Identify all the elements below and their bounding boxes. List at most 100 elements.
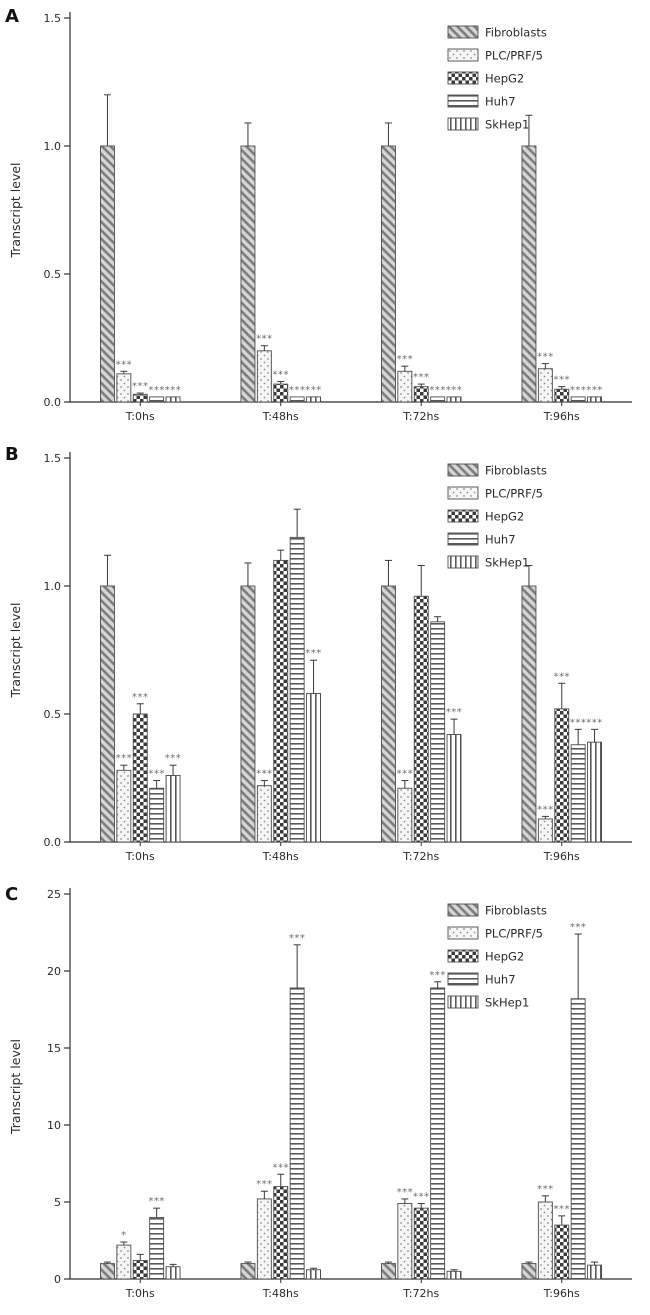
bar-checker-T:96hs	[554, 1224, 570, 1280]
y-tick-label: 1.5	[44, 12, 62, 25]
bar-hatch-T:72hs	[381, 585, 396, 843]
x-tick-label: T:96hs	[543, 410, 580, 423]
significance-stars: ***	[397, 769, 414, 780]
significance-stars: ***	[586, 717, 603, 728]
bar-hatch-T:0hs	[99, 145, 115, 403]
x-tick-label: T:48hs	[262, 1287, 299, 1300]
y-tick-label: 0.5	[44, 268, 62, 281]
bar-vlines-T:72hs	[446, 1270, 462, 1280]
bar-dots-T:96hs	[537, 368, 553, 403]
bar-hatch-T:96hs	[521, 1263, 537, 1280]
significance-stars: ***	[273, 1162, 290, 1173]
significance-stars: ***	[413, 1192, 430, 1203]
significance-stars: ***	[446, 707, 463, 718]
legend-swatch-checker	[447, 71, 479, 85]
significance-stars: ***	[256, 334, 273, 345]
x-tick-label: T:96hs	[543, 1287, 580, 1300]
significance-stars: ***	[289, 385, 306, 396]
bar-vlines-T:72hs	[446, 396, 462, 403]
y-tick-label: 5	[54, 1196, 61, 1209]
significance-stars: ***	[148, 1196, 165, 1207]
x-tick-label: T:0hs	[125, 1287, 155, 1300]
bar-hatch-T:0hs	[99, 585, 115, 843]
legend-swatch-dots	[447, 486, 479, 500]
y-axis-title: Transcript level	[8, 1039, 23, 1135]
bar-dots-T:72hs	[397, 370, 413, 403]
bar-vlines-T:96hs	[587, 396, 602, 403]
bar-hlines-T:0hs	[149, 787, 165, 843]
legend-swatch-dots	[447, 48, 479, 62]
legend-label: PLC/PRF/5	[485, 487, 543, 501]
bar-checker-T:72hs	[413, 1207, 429, 1280]
significance-stars: ***	[397, 354, 414, 365]
bar-dots-T:72hs	[397, 1203, 413, 1280]
legend-label: Fibroblasts	[485, 904, 547, 918]
y-tick-label: 25	[47, 888, 61, 901]
bar-hatch-T:48hs	[240, 145, 256, 403]
legend-label: PLC/PRF/5	[485, 49, 543, 63]
bar-hatch-T:0hs	[99, 1263, 115, 1280]
legend-label: Huh7	[485, 973, 516, 987]
legend-swatch-dots	[447, 926, 479, 940]
bar-dots-T:0hs	[116, 769, 132, 843]
bar-vlines-T:48hs	[306, 396, 321, 403]
bar-dots-T:96hs	[537, 1201, 553, 1280]
significance-stars: ***	[256, 1179, 273, 1190]
x-tick-label: T:0hs	[125, 850, 155, 863]
bar-hatch-T:72hs	[381, 1263, 396, 1280]
bar-checker-T:0hs	[132, 393, 148, 403]
y-tick-label: 1.0	[44, 580, 62, 593]
significance-stars: ***	[116, 359, 133, 370]
bar-checker-T:48hs	[273, 1186, 289, 1280]
bar-vlines-T:48hs	[306, 1269, 321, 1280]
significance-stars: ***	[537, 804, 554, 815]
legend-label: SkHep1	[485, 556, 529, 570]
bar-checker-T:96hs	[554, 388, 570, 403]
panel-label: B	[5, 444, 19, 465]
bar-dots-T:48hs	[256, 785, 272, 843]
bar-checker-T:96hs	[554, 708, 570, 843]
bar-dots-T:0hs	[116, 373, 132, 403]
legend-swatch-hlines	[447, 972, 479, 986]
legend-swatch-hlines	[447, 532, 479, 546]
x-tick-label: T:96hs	[543, 850, 580, 863]
y-tick-label: 0.5	[44, 708, 62, 721]
y-tick-label: 0.0	[44, 396, 62, 409]
bar-hlines-T:96hs	[570, 744, 586, 843]
bar-vlines-T:48hs	[306, 693, 321, 843]
significance-stars: ***	[305, 648, 322, 659]
significance-stars: ***	[446, 385, 463, 396]
bar-checker-T:72hs	[413, 595, 429, 843]
bar-hlines-T:72hs	[430, 987, 446, 1280]
bar-hlines-T:0hs	[149, 396, 165, 403]
legend-swatch-vlines	[447, 555, 479, 569]
legend-label: PLC/PRF/5	[485, 927, 543, 941]
legend-label: HepG2	[485, 72, 524, 86]
significance-stars: ***	[537, 1184, 554, 1195]
x-tick-label: T:0hs	[125, 410, 155, 423]
bar-hatch-T:72hs	[381, 145, 396, 403]
significance-stars: ***	[429, 385, 446, 396]
panel-B: 0.0 0.5 1.0 1.5 B Transcript level T:0hs *** ***…	[0, 438, 650, 878]
bar-dots-T:96hs	[537, 818, 553, 843]
bar-vlines-T:72hs	[446, 734, 462, 843]
panel-label: C	[5, 884, 18, 905]
significance-stars: ***	[570, 922, 587, 933]
bar-checker-T:72hs	[413, 386, 429, 403]
panel-label: A	[5, 6, 19, 27]
bar-hlines-T:48hs	[289, 536, 305, 843]
significance-stars: ***	[554, 375, 571, 386]
bar-dots-T:48hs	[256, 350, 272, 403]
legend-label: SkHep1	[485, 996, 529, 1010]
bar-hatch-T:96hs	[521, 145, 537, 403]
y-axis-title: Transcript level	[8, 162, 23, 258]
bar-checker-T:48hs	[273, 383, 289, 403]
significance-stars: ***	[554, 1204, 571, 1215]
y-axis-title: Transcript level	[8, 602, 23, 698]
legend-label: Fibroblasts	[485, 26, 547, 40]
significance-stars: ***	[148, 385, 165, 396]
y-tick-label: 1.0	[44, 140, 62, 153]
bar-vlines-T:0hs	[165, 774, 181, 843]
legend-label: HepG2	[485, 950, 524, 964]
